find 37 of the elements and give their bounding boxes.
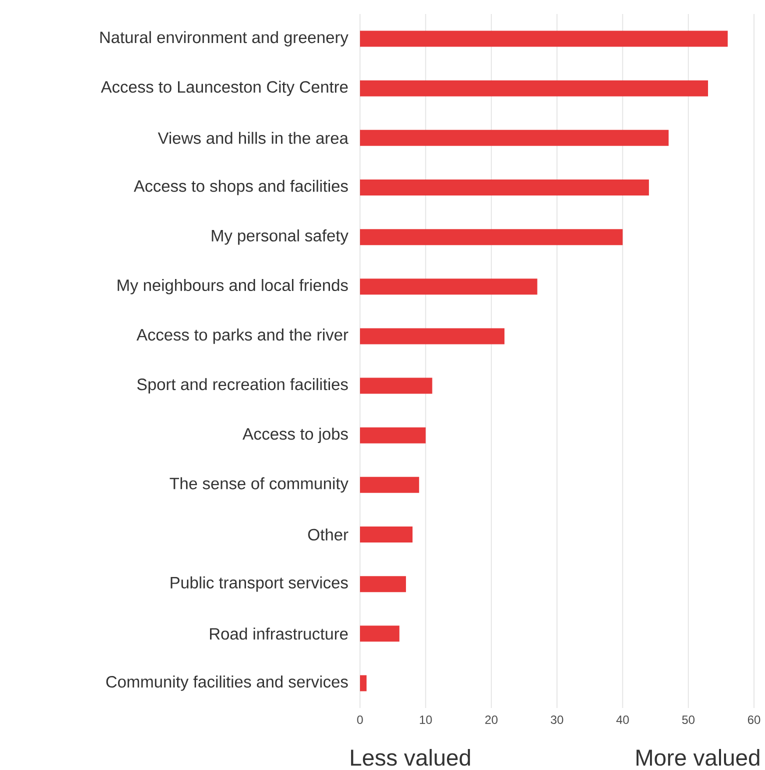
y-tick-label: Natural environment and greenery — [100, 31, 348, 46]
bar — [360, 80, 708, 96]
bar — [360, 229, 623, 246]
bar — [360, 278, 538, 295]
y-tick-label: Community facilities and services — [106, 676, 348, 691]
y-tick-label: Views and hills in the area — [158, 132, 348, 144]
bar — [360, 626, 400, 642]
y-tick-label: Road infrastructure — [210, 628, 348, 640]
x-tick-label: 0 — [357, 716, 363, 724]
y-tick-label: Public transport services — [170, 576, 348, 592]
y-tick-label: Access to shops and facilities — [134, 180, 348, 196]
bar — [360, 130, 669, 146]
y-tick-label: The sense of community — [170, 477, 348, 493]
bar — [360, 378, 432, 394]
text: Less valued — [351, 748, 470, 766]
y-tick-label: Sport and recreation facilities — [137, 378, 348, 394]
y-tick-label: Access to jobs — [242, 428, 348, 444]
bar — [360, 180, 649, 196]
y-tick-label: My neighbours and local friends — [118, 278, 348, 294]
x-tick-label: 10 — [420, 716, 432, 724]
x-tick-label: 40 — [616, 716, 629, 724]
bar — [360, 675, 367, 692]
y-tick-label: Other — [308, 528, 348, 541]
x-tick-label: 20 — [485, 716, 498, 724]
bar — [360, 328, 504, 344]
x-tick-label: 50 — [682, 716, 695, 724]
bar — [360, 476, 420, 493]
y-tick-label: Access to Launceston City Centre — [100, 80, 348, 96]
y-tick-label: My personal safety — [212, 229, 348, 245]
x-tick-label: 60 — [748, 716, 760, 724]
bar — [360, 576, 406, 592]
bar — [360, 30, 728, 47]
y-tick-label: Access to parks and the river — [136, 328, 348, 344]
x-tick-label: 30 — [550, 716, 564, 724]
text: More valued — [636, 748, 760, 766]
bar — [360, 427, 426, 444]
bar — [360, 526, 413, 542]
